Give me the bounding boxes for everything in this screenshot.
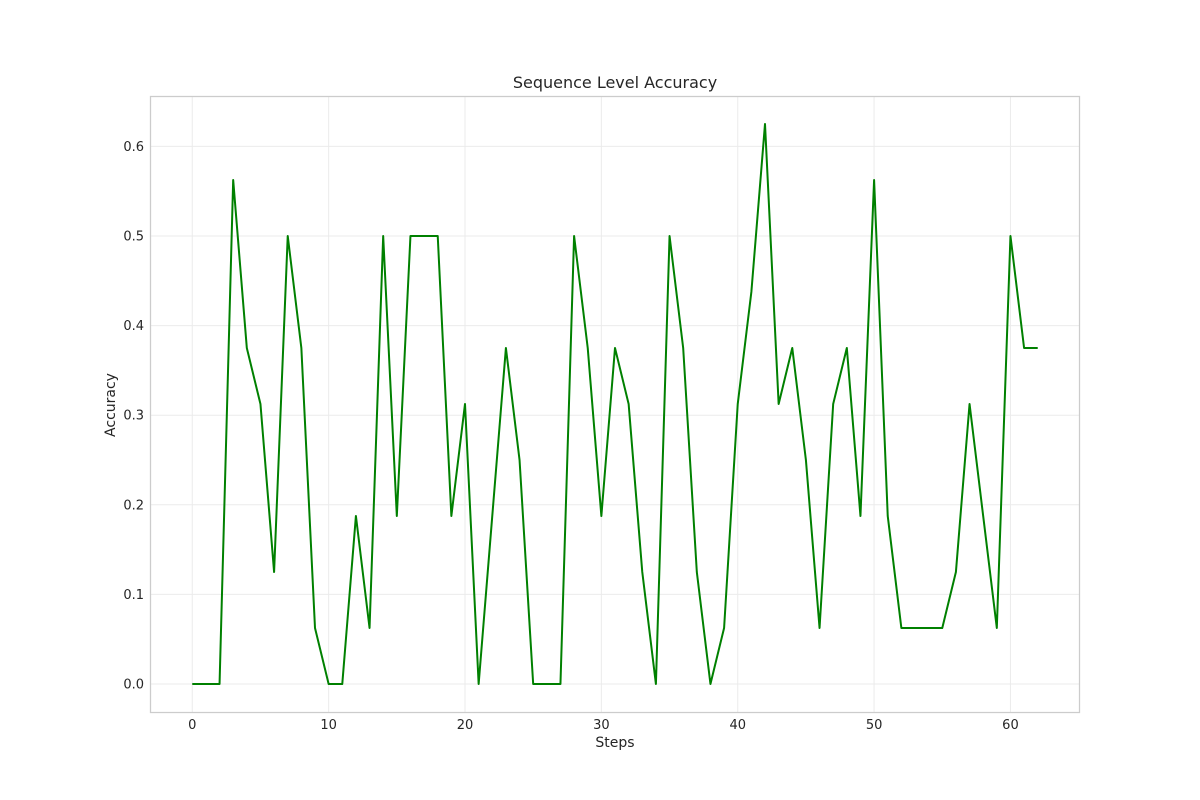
x-tick-label: 10 <box>320 718 337 733</box>
x-tick-label: 40 <box>729 718 746 733</box>
x-tick-label: 30 <box>593 718 610 733</box>
x-tick-labels: 0 10 20 30 40 50 60 <box>188 718 1019 733</box>
y-tick-label: 0.5 <box>123 230 144 245</box>
x-axis-label: Steps <box>595 735 634 751</box>
y-tick-label: 0.0 <box>123 678 144 693</box>
y-tick-label: 0.4 <box>123 319 144 334</box>
y-axis-label: Accuracy <box>103 373 119 437</box>
y-tick-label: 0.1 <box>123 588 144 603</box>
series-line <box>192 123 1038 685</box>
x-tick-label: 20 <box>457 718 474 733</box>
y-tick-label: 0.2 <box>123 498 144 513</box>
x-tick-label: 0 <box>188 718 196 733</box>
x-tick-label: 60 <box>1002 718 1019 733</box>
x-tick-label: 50 <box>866 718 883 733</box>
y-tick-labels: 0.0 0.1 0.2 0.3 0.4 0.5 0.6 <box>123 140 144 693</box>
y-tick-label: 0.6 <box>123 140 144 155</box>
chart-title: Sequence Level Accuracy <box>513 73 717 92</box>
series-layer <box>192 123 1038 685</box>
plot-area-frame <box>149 95 1081 714</box>
y-tick-label: 0.3 <box>123 409 144 424</box>
